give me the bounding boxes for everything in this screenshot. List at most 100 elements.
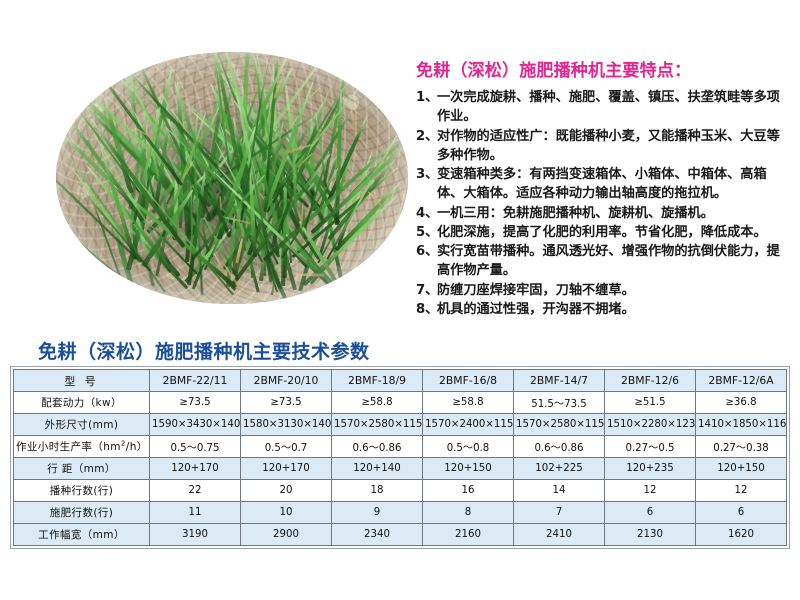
spec-table-row: 外形尺寸(mm) 1590×3430×1400 1580×3130×1400 1570… [13,413,787,436]
spec-cell: 1410×1850×1160 [695,413,787,436]
feature-text: 实行宽苗带播种。通风透光好、增强作物的抗倒伏能力，提高作物产量。 [437,244,780,279]
spec-cell: 8 [422,501,514,524]
spec-cell: ≥58.8 [331,391,423,414]
spec-cell: 2340 [331,523,423,546]
spec-cell: 1590×3430×1400 [149,413,241,436]
spec-cell: 20 [240,479,332,502]
spec-row-label: 工作幅宽（mm） [13,523,150,546]
spec-header-model: 2BMF-12/6 [604,369,696,392]
spec-cell: 1570×2580×1150 [331,413,423,436]
feature-number: 4、 [416,205,439,221]
spec-cell: 51.5～73.5 [513,391,605,414]
spec-cell: 12 [695,479,787,502]
spec-cell: 0.5～0.75 [149,435,241,458]
feature-number: 8、 [416,301,439,317]
spec-cell: ≥58.8 [422,391,514,414]
spec-cell: 120+150 [422,457,514,480]
spec-header-model: 2BMF-20/10 [240,369,332,392]
feature-number: 6、 [416,244,439,260]
spec-cell: 120+140 [331,457,423,480]
spec-cell: 0.27～0.38 [695,435,787,458]
spec-cell: ≥36.8 [695,391,787,414]
features-list: 1、 一次完成旋耕、播种、施肥、覆盖、镇压、扶垄筑畦等多项作业。 2、 对作物的适应性… [416,88,792,319]
spec-cell: 14 [513,479,605,502]
spec-table-head: 型 号 2BMF-22/11 2BMF-20/10 2BMF-18/9 2BMF-16/… [13,369,787,392]
spec-cell: 9 [331,501,423,524]
spec-cell: 2900 [240,523,332,546]
spec-cell: 16 [422,479,514,502]
straw-residue [366,190,383,207]
feature-item: 7、 防缠刀座焊接牢固，刀轴不缠草。 [416,281,792,300]
spec-cell: 22 [149,479,241,502]
spec-cell: 2160 [422,523,514,546]
spec-cell: 0.5～0.8 [422,435,514,458]
spec-table-body: 配套动力（kw） ≥73.5 ≥73.5 ≥58.8 ≥58.8 51.5～73.5 ≥51… [13,391,787,546]
spec-cell: 102+225 [513,457,605,480]
spec-row-label: 配套动力（kw） [13,391,150,414]
feature-number: 7、 [416,282,439,298]
spec-cell: 1580×3130×1400 [240,413,332,436]
spec-cell: 18 [331,479,423,502]
spec-row-label: 作业小时生产率（hm2/h） [13,435,150,458]
feature-text: 变速箱种类多：有两挡变速箱体、小箱体、中箱体、高箱体、大箱体。适应各种动力输出轴… [437,167,767,202]
spec-cell: 2130 [604,523,696,546]
spec-table-row: 工作幅宽（mm） 3190 2900 2340 2160 2410 2130 1620 [13,523,787,546]
spec-table-row: 施肥行数(行) 11 10 9 8 7 6 6 [13,501,787,524]
feature-text: 机具的通过性强，开沟器不拥堵。 [437,301,635,317]
spec-cell: 10 [240,501,332,524]
feature-text: 防缠刀座焊接牢固，刀轴不缠草。 [437,282,635,298]
spec-header-model: 2BMF-16/8 [422,369,514,392]
spec-cell: 6 [604,501,696,524]
spec-table-row: 行 距（mm） 120+170 120+170 120+140 120+150 102+2… [13,457,787,480]
spec-header-model: 2BMF-14/7 [513,369,605,392]
spec-cell: 1570×2400×1150 [422,413,514,436]
spec-cell: 1620 [695,523,787,546]
feature-text: 一机三用：免耕施肥播种机、旋耕机、旋播机。 [437,205,714,221]
feature-item: 2、 对作物的适应性广：既能播种小麦，又能播种玉米、大豆等多种作物。 [416,127,792,166]
straw-residue [296,272,325,277]
spec-table-title: 免耕（深松）施肥播种机主要技术参数 [38,341,370,363]
spec-cell: 0.6～0.86 [513,435,605,458]
spec-header-row: 型 号 2BMF-22/11 2BMF-20/10 2BMF-18/9 2BMF-16/… [13,369,787,392]
product-photo-oval [56,52,408,304]
spec-header-model: 2BMF-18/9 [331,369,423,392]
spec-cell: ≥73.5 [240,391,332,414]
feature-item: 6、 实行宽苗带播种。通风透光好、增强作物的抗倒伏能力，提高作物产量。 [416,242,792,281]
spec-table-frame: 型 号 2BMF-22/11 2BMF-20/10 2BMF-18/9 2BMF-16/… [10,366,790,549]
spec-cell: 120+150 [695,457,787,480]
spec-row-label: 行 距（mm） [13,457,150,480]
spec-header-model: 2BMF-12/6A [695,369,787,392]
spec-cell: 120+235 [604,457,696,480]
spec-cell: 11 [149,501,241,524]
feature-text: 一次完成旋耕、播种、施肥、覆盖、镇压、扶垄筑畦等多项作业。 [437,90,780,125]
feature-item: 3、 变速箱种类多：有两挡变速箱体、小箱体、中箱体、高箱体、大箱体。适应各种动力输… [416,165,792,204]
spec-cell: 0.5～0.7 [240,435,332,458]
straw-residue [348,107,357,134]
spec-table-row: 配套动力（kw） ≥73.5 ≥73.5 ≥58.8 ≥58.8 51.5～73.5 ≥51… [13,391,787,414]
feature-text: 化肥深施，提高了化肥的利用率。节省化肥，降低成本。 [437,224,767,240]
spec-row-label: 施肥行数(行) [13,501,150,524]
feature-item: 8、 机具的通过性强，开沟器不拥堵。 [416,300,792,319]
spec-table-row: 作业小时生产率（hm2/h） 0.5～0.75 0.5～0.7 0.6～0.86 0.5… [13,435,787,458]
spec-cell: 1510×2280×1230 [604,413,696,436]
feature-item: 4、 一机三用：免耕施肥播种机、旋耕机、旋播机。 [416,204,792,223]
spec-cell: 0.6～0.86 [331,435,423,458]
spec-cell: ≥51.5 [604,391,696,414]
feature-number: 2、 [416,128,439,144]
features-panel: 免耕（深松）施肥播种机主要特点： 1、 一次完成旋耕、播种、施肥、覆盖、镇压、扶垄… [416,56,792,319]
spec-cell: ≥73.5 [149,391,241,414]
wheat-field-photo [56,52,408,304]
spec-cell: 2410 [513,523,605,546]
features-heading: 免耕（深松）施肥播种机主要特点： [416,61,692,81]
spec-header-model-label: 型 号 [13,369,150,392]
feature-item: 5、 化肥深施，提高了化肥的利用率。节省化肥，降低成本。 [416,223,792,242]
spec-cell: 120+170 [240,457,332,480]
spec-header-model: 2BMF-22/11 [149,369,241,392]
spec-cell: 6 [695,501,787,524]
spec-cell: 120+170 [149,457,241,480]
spec-cell: 12 [604,479,696,502]
feature-number: 5、 [416,224,439,240]
feature-number: 3、 [416,167,439,183]
spec-cell: 7 [513,501,605,524]
